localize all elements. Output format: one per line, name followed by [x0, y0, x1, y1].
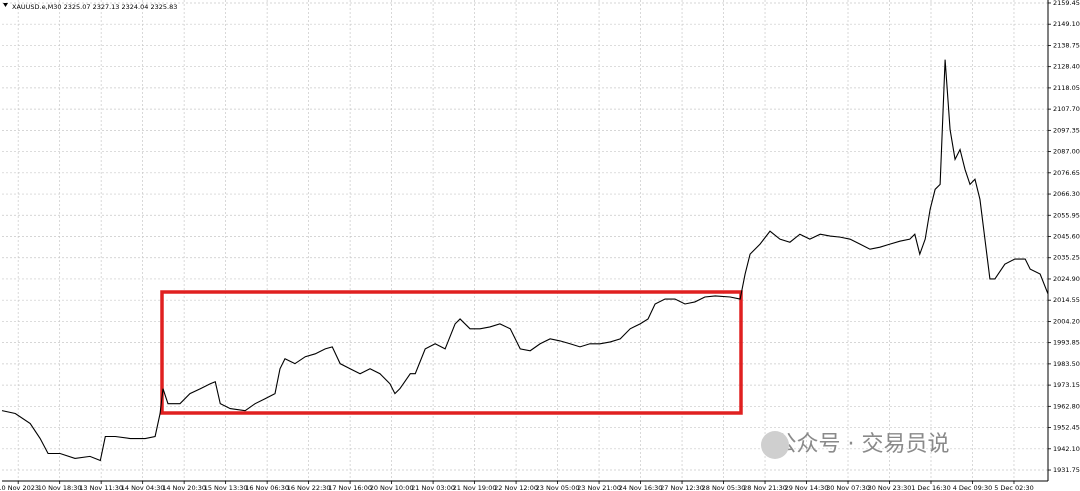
y-tick-label: 2107.70 [1053, 105, 1080, 113]
x-tick-label: 1 Dec 16:30 [911, 484, 951, 491]
x-tick-label: 10 Nov 18:30 [38, 484, 82, 491]
y-tick-label: 2097.35 [1053, 126, 1080, 134]
x-tick-label: 23 Nov 21:00 [577, 484, 621, 491]
y-tick-label: 2035.25 [1053, 254, 1080, 262]
y-tick-label: 1952.45 [1053, 424, 1080, 432]
y-tick-label: 2076.65 [1053, 169, 1080, 177]
y-tick-label: 1942.10 [1053, 445, 1080, 453]
y-tick-label: 2004.20 [1053, 317, 1080, 325]
y-tick-label: 2055.95 [1053, 211, 1080, 219]
x-tick-label: 28 Nov 05:30 [702, 484, 746, 491]
x-tick-label: 16 Nov 06:30 [245, 484, 289, 491]
y-tick-label: 2118.05 [1053, 84, 1080, 92]
x-tick-label: 30 Nov 23:30 [868, 484, 912, 491]
x-tick-label: 14 Nov 04:30 [121, 484, 165, 491]
x-tick-label: 21 Nov 03:00 [411, 484, 455, 491]
y-tick-label: 2024.90 [1053, 275, 1080, 283]
x-tick-label: 21 Nov 19:00 [453, 484, 497, 491]
x-tick-label: 5 Dec 02:30 [994, 484, 1034, 491]
y-tick-label: 1983.50 [1053, 360, 1080, 368]
x-tick-label: 30 Nov 07:30 [826, 484, 870, 491]
y-tick-label: 2014.55 [1053, 296, 1080, 304]
y-tick-label: 2138.75 [1053, 41, 1080, 49]
chart-title: XAUUSD.e,M30 2325.07 2327.13 2324.04 232… [12, 3, 177, 11]
watermark-icon [761, 431, 789, 459]
x-tick-label: 13 Nov 11:30 [79, 484, 123, 491]
x-tick-label: 15 Nov 13:30 [204, 484, 248, 491]
x-tick-label: 16 Nov 22:30 [287, 484, 331, 491]
x-tick-label: 20 Nov 10:00 [370, 484, 414, 491]
y-tick-label: 2045.60 [1053, 233, 1080, 241]
y-tick-label: 2087.00 [1053, 148, 1080, 156]
y-tick-label: 1973.15 [1053, 381, 1080, 389]
y-tick-label: 2149.10 [1053, 20, 1080, 28]
x-tick-label: 10 Nov 2023 [0, 484, 39, 491]
title-arrow [3, 3, 8, 7]
x-tick-label: 14 Nov 20:30 [162, 484, 206, 491]
y-tick-label: 2066.30 [1053, 190, 1080, 198]
x-tick-label: 17 Nov 16:00 [328, 484, 372, 491]
x-tick-label: 24 Nov 16:30 [619, 484, 663, 491]
price-line [1, 59, 1049, 462]
x-tick-label: 27 Nov 12:30 [660, 484, 704, 491]
x-tick-label: 29 Nov 14:30 [785, 484, 829, 491]
y-tick-label: 2128.40 [1053, 63, 1080, 71]
x-tick-label: 4 Dec 09:30 [953, 484, 993, 491]
x-tick-label: 23 Nov 05:00 [536, 484, 580, 491]
x-tick-label: 22 Nov 12:00 [494, 484, 538, 491]
y-tick-label: 1931.75 [1053, 466, 1080, 474]
highlight-box [160, 290, 743, 415]
x-tick-label: 28 Nov 21:30 [743, 484, 787, 491]
y-tick-label: 1962.80 [1053, 402, 1080, 410]
y-tick-label: 1993.85 [1053, 339, 1080, 347]
watermark: 公众号 · 交易员说 [775, 432, 950, 457]
y-tick-label: 2159.45 [1053, 0, 1080, 7]
